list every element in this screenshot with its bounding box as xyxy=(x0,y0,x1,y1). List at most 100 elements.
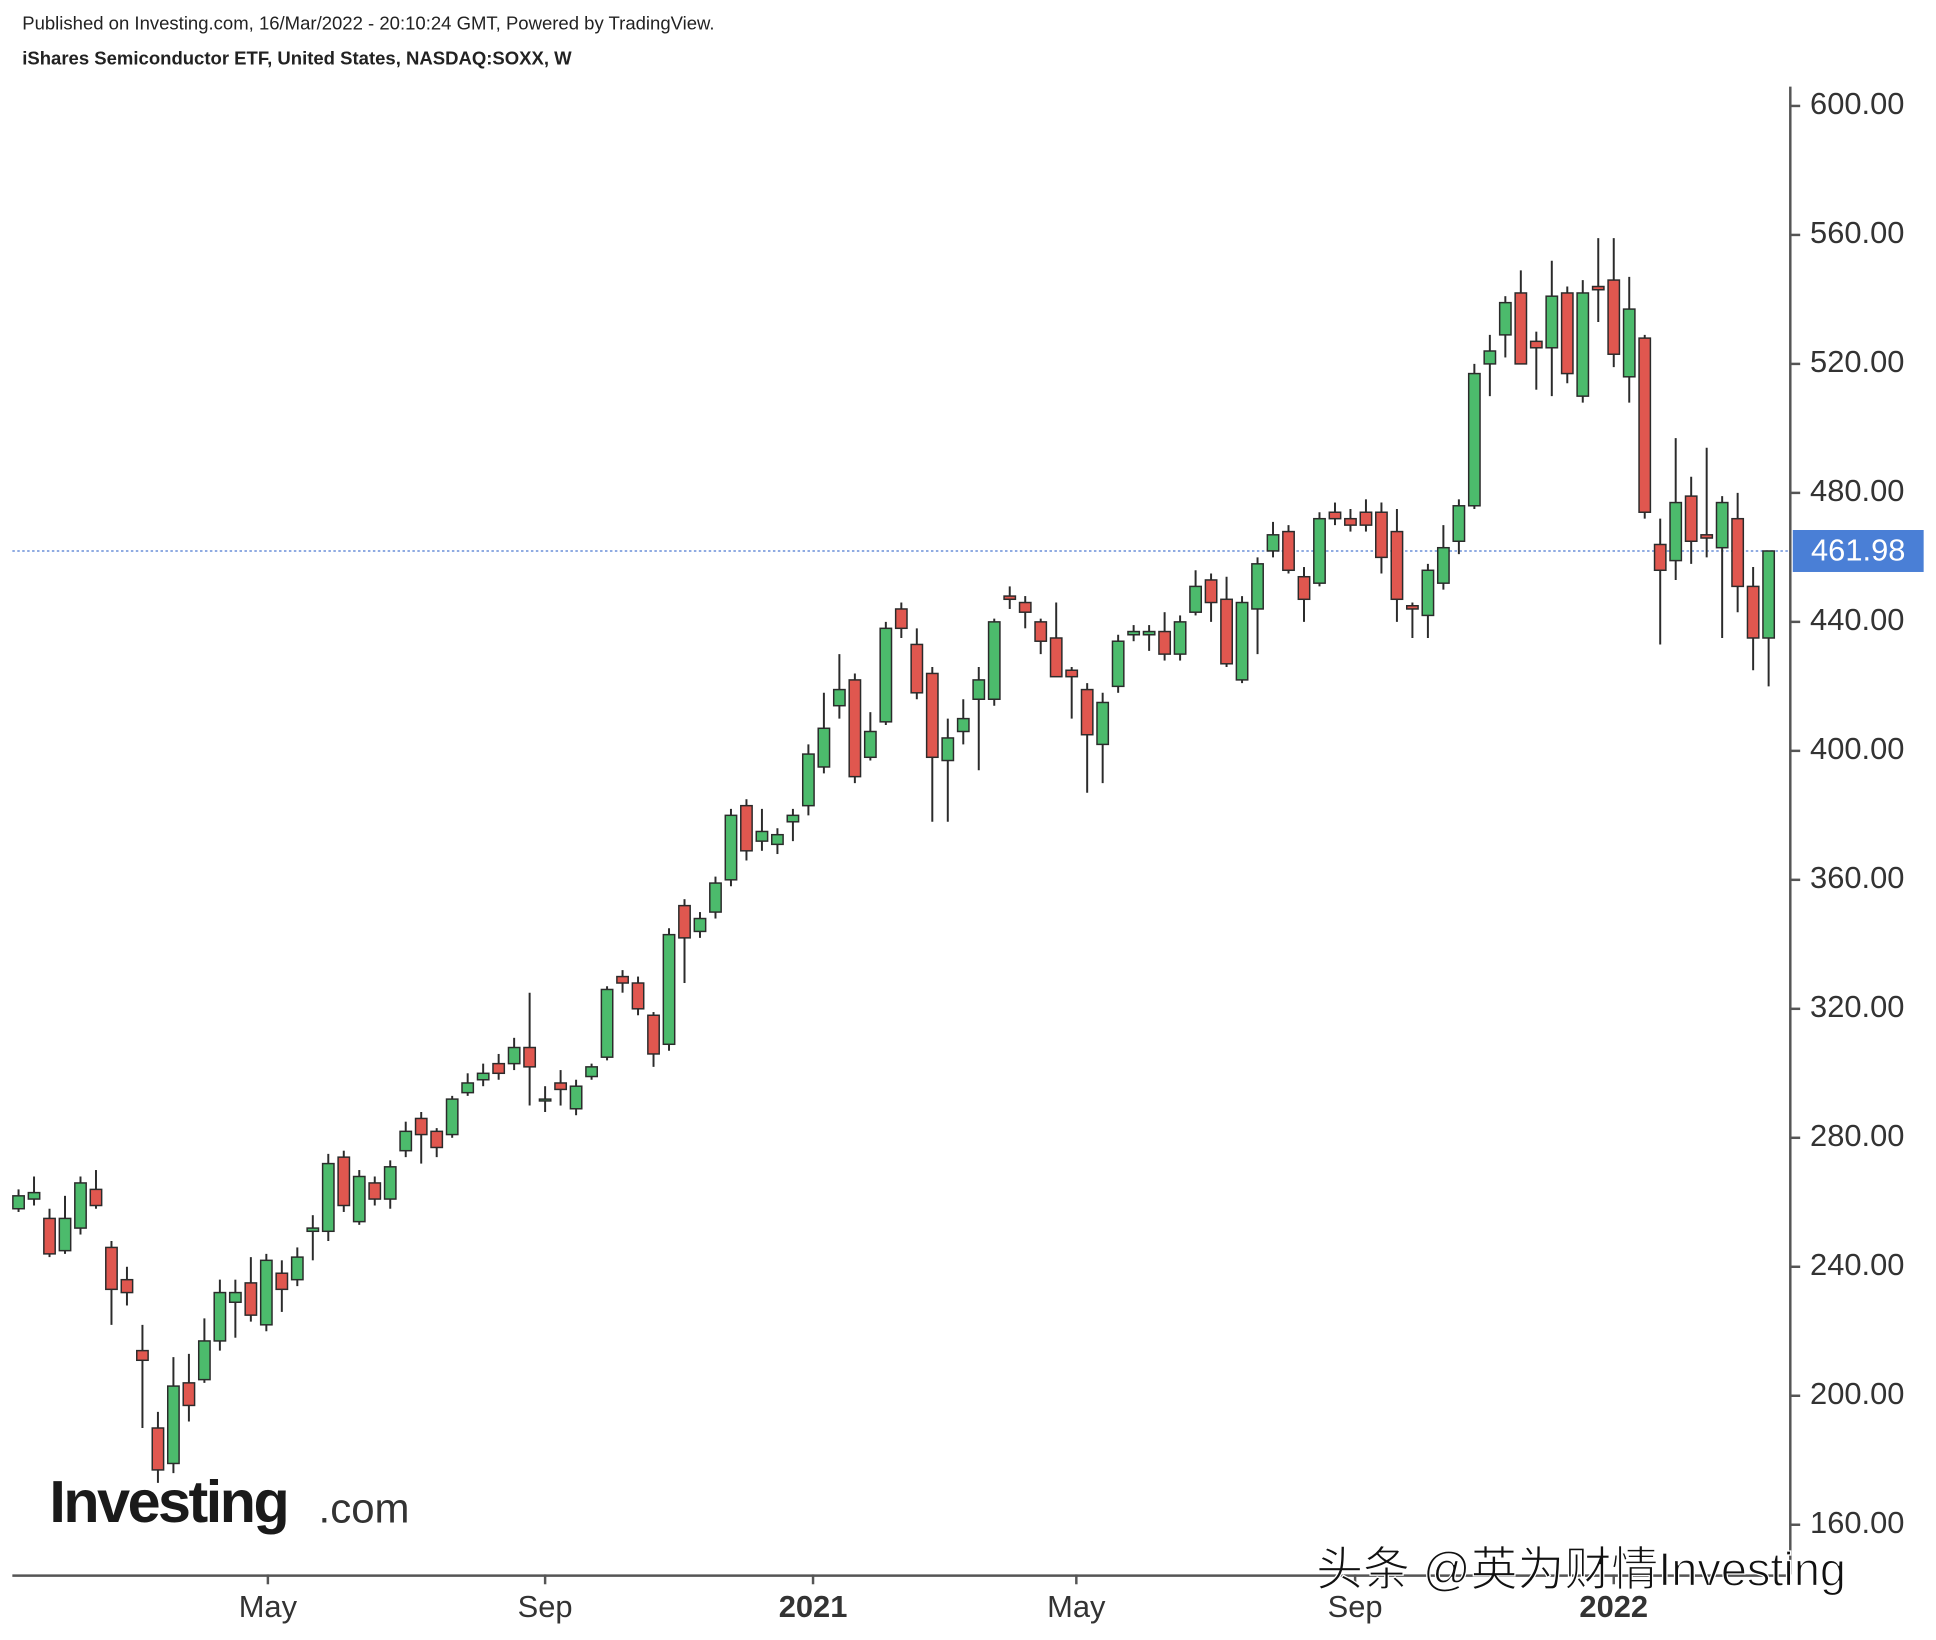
candle-body xyxy=(120,1278,134,1294)
candle-body xyxy=(1297,575,1311,601)
candle-body xyxy=(213,1291,227,1342)
x-tick-label: May xyxy=(1047,1589,1106,1624)
candle-body xyxy=(1715,501,1729,549)
x-tick-label: 2022 xyxy=(1579,1589,1648,1624)
candle-body xyxy=(894,608,908,630)
candle-body xyxy=(414,1117,428,1136)
candle-body xyxy=(1545,295,1559,349)
candle-body xyxy=(1746,585,1760,639)
candle-body xyxy=(678,904,691,939)
candle-body xyxy=(321,1162,335,1233)
candle-body xyxy=(383,1166,397,1200)
y-tick-label: 320.00 xyxy=(1810,989,1904,1024)
candle-body xyxy=(182,1382,196,1407)
candle-body xyxy=(197,1340,211,1381)
candle-body xyxy=(879,627,893,723)
candle-body xyxy=(1483,350,1497,365)
candle-body xyxy=(771,833,784,846)
candle-body xyxy=(507,1046,521,1065)
candle-body xyxy=(600,988,614,1058)
candle-body xyxy=(523,1046,537,1068)
y-tick-label: 160.00 xyxy=(1810,1505,1904,1540)
candle-body xyxy=(492,1062,506,1075)
candle-body xyxy=(616,975,629,984)
x-tick-label: May xyxy=(239,1589,298,1624)
candle-body xyxy=(228,1291,242,1303)
x-tick-label: Sep xyxy=(518,1589,573,1624)
candle-body xyxy=(662,933,676,1046)
candle-body xyxy=(1111,640,1125,688)
watermark: 头条 @英为财情Investing xyxy=(1316,1544,1846,1596)
candle-body xyxy=(709,882,722,913)
candle-body xyxy=(786,814,800,823)
chart-title: iShares Semiconductor ETF, United States… xyxy=(22,47,572,68)
candle-body xyxy=(1731,517,1745,588)
x-tick-label: Sep xyxy=(1328,1589,1383,1624)
candle-body xyxy=(740,804,753,852)
last-price-tag xyxy=(1792,530,1924,572)
candle-body xyxy=(693,917,707,933)
candle-body xyxy=(755,830,769,842)
candle-body xyxy=(1127,630,1141,636)
candle-body xyxy=(1669,501,1683,562)
candle-body xyxy=(1266,534,1280,552)
candle-body xyxy=(1529,340,1543,349)
candle-body xyxy=(1359,511,1373,526)
candle-body xyxy=(538,1098,552,1102)
candle-body xyxy=(848,679,862,778)
candle-body xyxy=(1762,550,1776,639)
y-tick-label: 400.00 xyxy=(1810,731,1904,766)
candle-body xyxy=(647,1014,660,1055)
candle-body xyxy=(925,672,939,759)
candle-body xyxy=(259,1259,273,1326)
candle-body xyxy=(1034,621,1048,642)
candle-body xyxy=(631,982,645,1010)
candle-body xyxy=(105,1246,118,1291)
candle-body xyxy=(27,1191,41,1200)
y-tick-label: 240.00 xyxy=(1810,1247,1904,1282)
y-tick-label: 440.00 xyxy=(1810,602,1904,637)
y-tick-label: 560.00 xyxy=(1810,215,1904,250)
logo-suffix: .com xyxy=(319,1485,410,1532)
candle-body xyxy=(151,1427,165,1471)
candle-body xyxy=(832,688,846,707)
candle-body xyxy=(956,717,970,733)
candle-body xyxy=(1576,292,1590,397)
candle-body xyxy=(1328,511,1342,520)
candle-body xyxy=(74,1182,87,1229)
published-note: Published on Investing.com, 16/Mar/2022 … xyxy=(22,13,714,34)
candle-body xyxy=(1065,669,1079,678)
candle-body xyxy=(1189,585,1203,613)
candle-body xyxy=(1204,579,1218,604)
candle-body xyxy=(306,1227,320,1233)
candle-body xyxy=(399,1130,413,1152)
candle-body xyxy=(1003,595,1017,601)
candle-body xyxy=(368,1182,382,1200)
candle-body xyxy=(910,643,924,694)
candle-body xyxy=(275,1272,289,1291)
candle-body xyxy=(1375,511,1388,559)
candle-body xyxy=(801,753,815,807)
y-tick-label: 200.00 xyxy=(1810,1376,1904,1411)
candle-body xyxy=(585,1066,598,1078)
candle-body xyxy=(430,1130,444,1149)
candle-body xyxy=(863,730,877,759)
candle-body xyxy=(1421,569,1435,617)
candle-body xyxy=(1607,279,1621,355)
candle-body xyxy=(1220,598,1233,665)
candle-body xyxy=(461,1082,475,1094)
candle-body xyxy=(58,1217,72,1252)
candle-body xyxy=(1560,292,1574,375)
candle-body xyxy=(1467,372,1481,507)
candle-body xyxy=(1405,605,1419,610)
candle-body xyxy=(1235,601,1249,681)
y-tick-label: 480.00 xyxy=(1810,473,1904,508)
candle-body xyxy=(1498,301,1512,336)
candle-body xyxy=(1390,530,1404,601)
candle-body xyxy=(136,1349,149,1362)
candle-body xyxy=(554,1082,568,1091)
candle-body xyxy=(724,814,738,881)
y-tick-label: 520.00 xyxy=(1810,344,1904,379)
candle-body xyxy=(1436,546,1450,584)
